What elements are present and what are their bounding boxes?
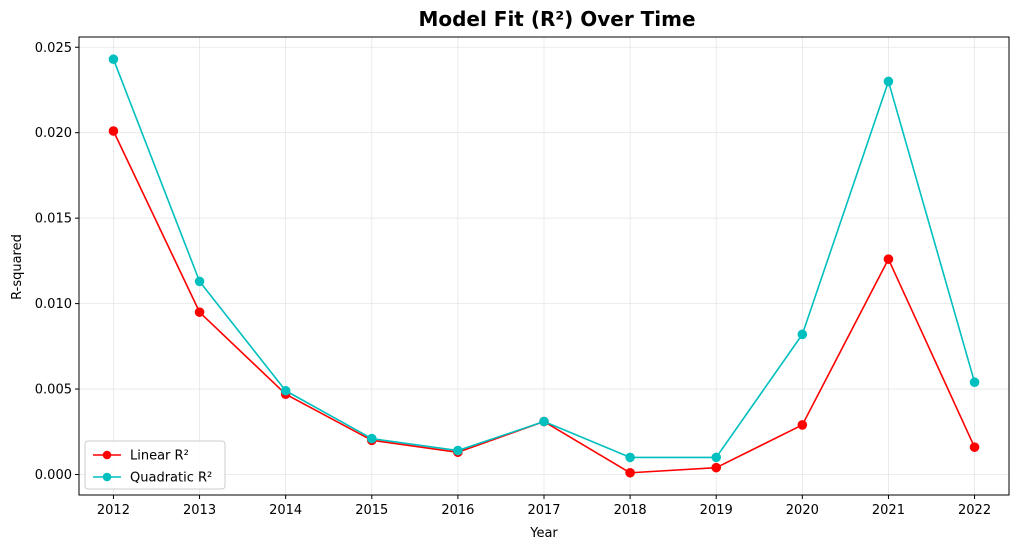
y-tick-label: 0.000 [35,468,72,483]
legend-item: Quadratic R² [93,471,212,486]
data-point [539,416,549,427]
y-tick-label: 0.025 [35,41,72,56]
data-point [625,452,635,463]
legend-item: Linear R² [93,449,189,464]
y-axis-label: R-squared [10,234,25,300]
legend: Linear R² Quadratic R² [84,440,226,490]
x-axis-ticks: 2012 2013 2014 2015 2016 2017 2018 2019 2020 2021… [97,495,991,518]
data-point [108,54,119,65]
x-tick-label: 2020 [786,503,819,518]
data-point [711,452,722,463]
y-tick-label: 0.010 [35,297,72,312]
legend-label: Quadratic R² [130,471,212,486]
x-tick-label: 2012 [97,503,130,518]
y-tick-label: 0.015 [35,212,72,227]
legend-label: Linear R² [130,449,189,464]
data-point [453,445,463,456]
x-tick-label: 2013 [183,503,216,518]
x-tick-label: 2021 [872,503,905,518]
data-point [366,433,377,444]
legend-marker [102,472,112,482]
x-axis-label: Year [529,526,558,541]
data-point [625,467,635,478]
chart-title: Model Fit (R²) Over Time [418,7,695,31]
y-tick-label: 0.020 [35,126,72,141]
y-tick-label: 0.005 [35,383,72,398]
data-point [194,276,205,287]
data-point [280,385,291,396]
x-tick-label: 2022 [958,503,991,518]
x-tick-label: 2015 [355,503,388,518]
data-point [797,329,808,340]
data-point [194,307,205,317]
legend-marker [102,450,112,460]
x-tick-label: 2017 [527,503,560,518]
x-tick-label: 2016 [441,503,474,518]
series-layer [108,54,980,478]
data-point [883,76,894,87]
data-point [883,254,894,264]
x-tick-label: 2014 [269,503,302,518]
data-point [711,462,722,473]
series-quadratic [108,54,980,463]
x-tick-label: 2018 [614,503,647,518]
data-point [797,420,808,430]
y-axis-ticks: 0.000 0.005 0.010 0.015 0.020 0.025 [35,41,79,483]
data-point [108,126,119,136]
data-point [969,442,980,452]
grid-lines [79,37,1009,495]
x-tick-label: 2019 [700,503,733,518]
data-point [969,377,980,388]
